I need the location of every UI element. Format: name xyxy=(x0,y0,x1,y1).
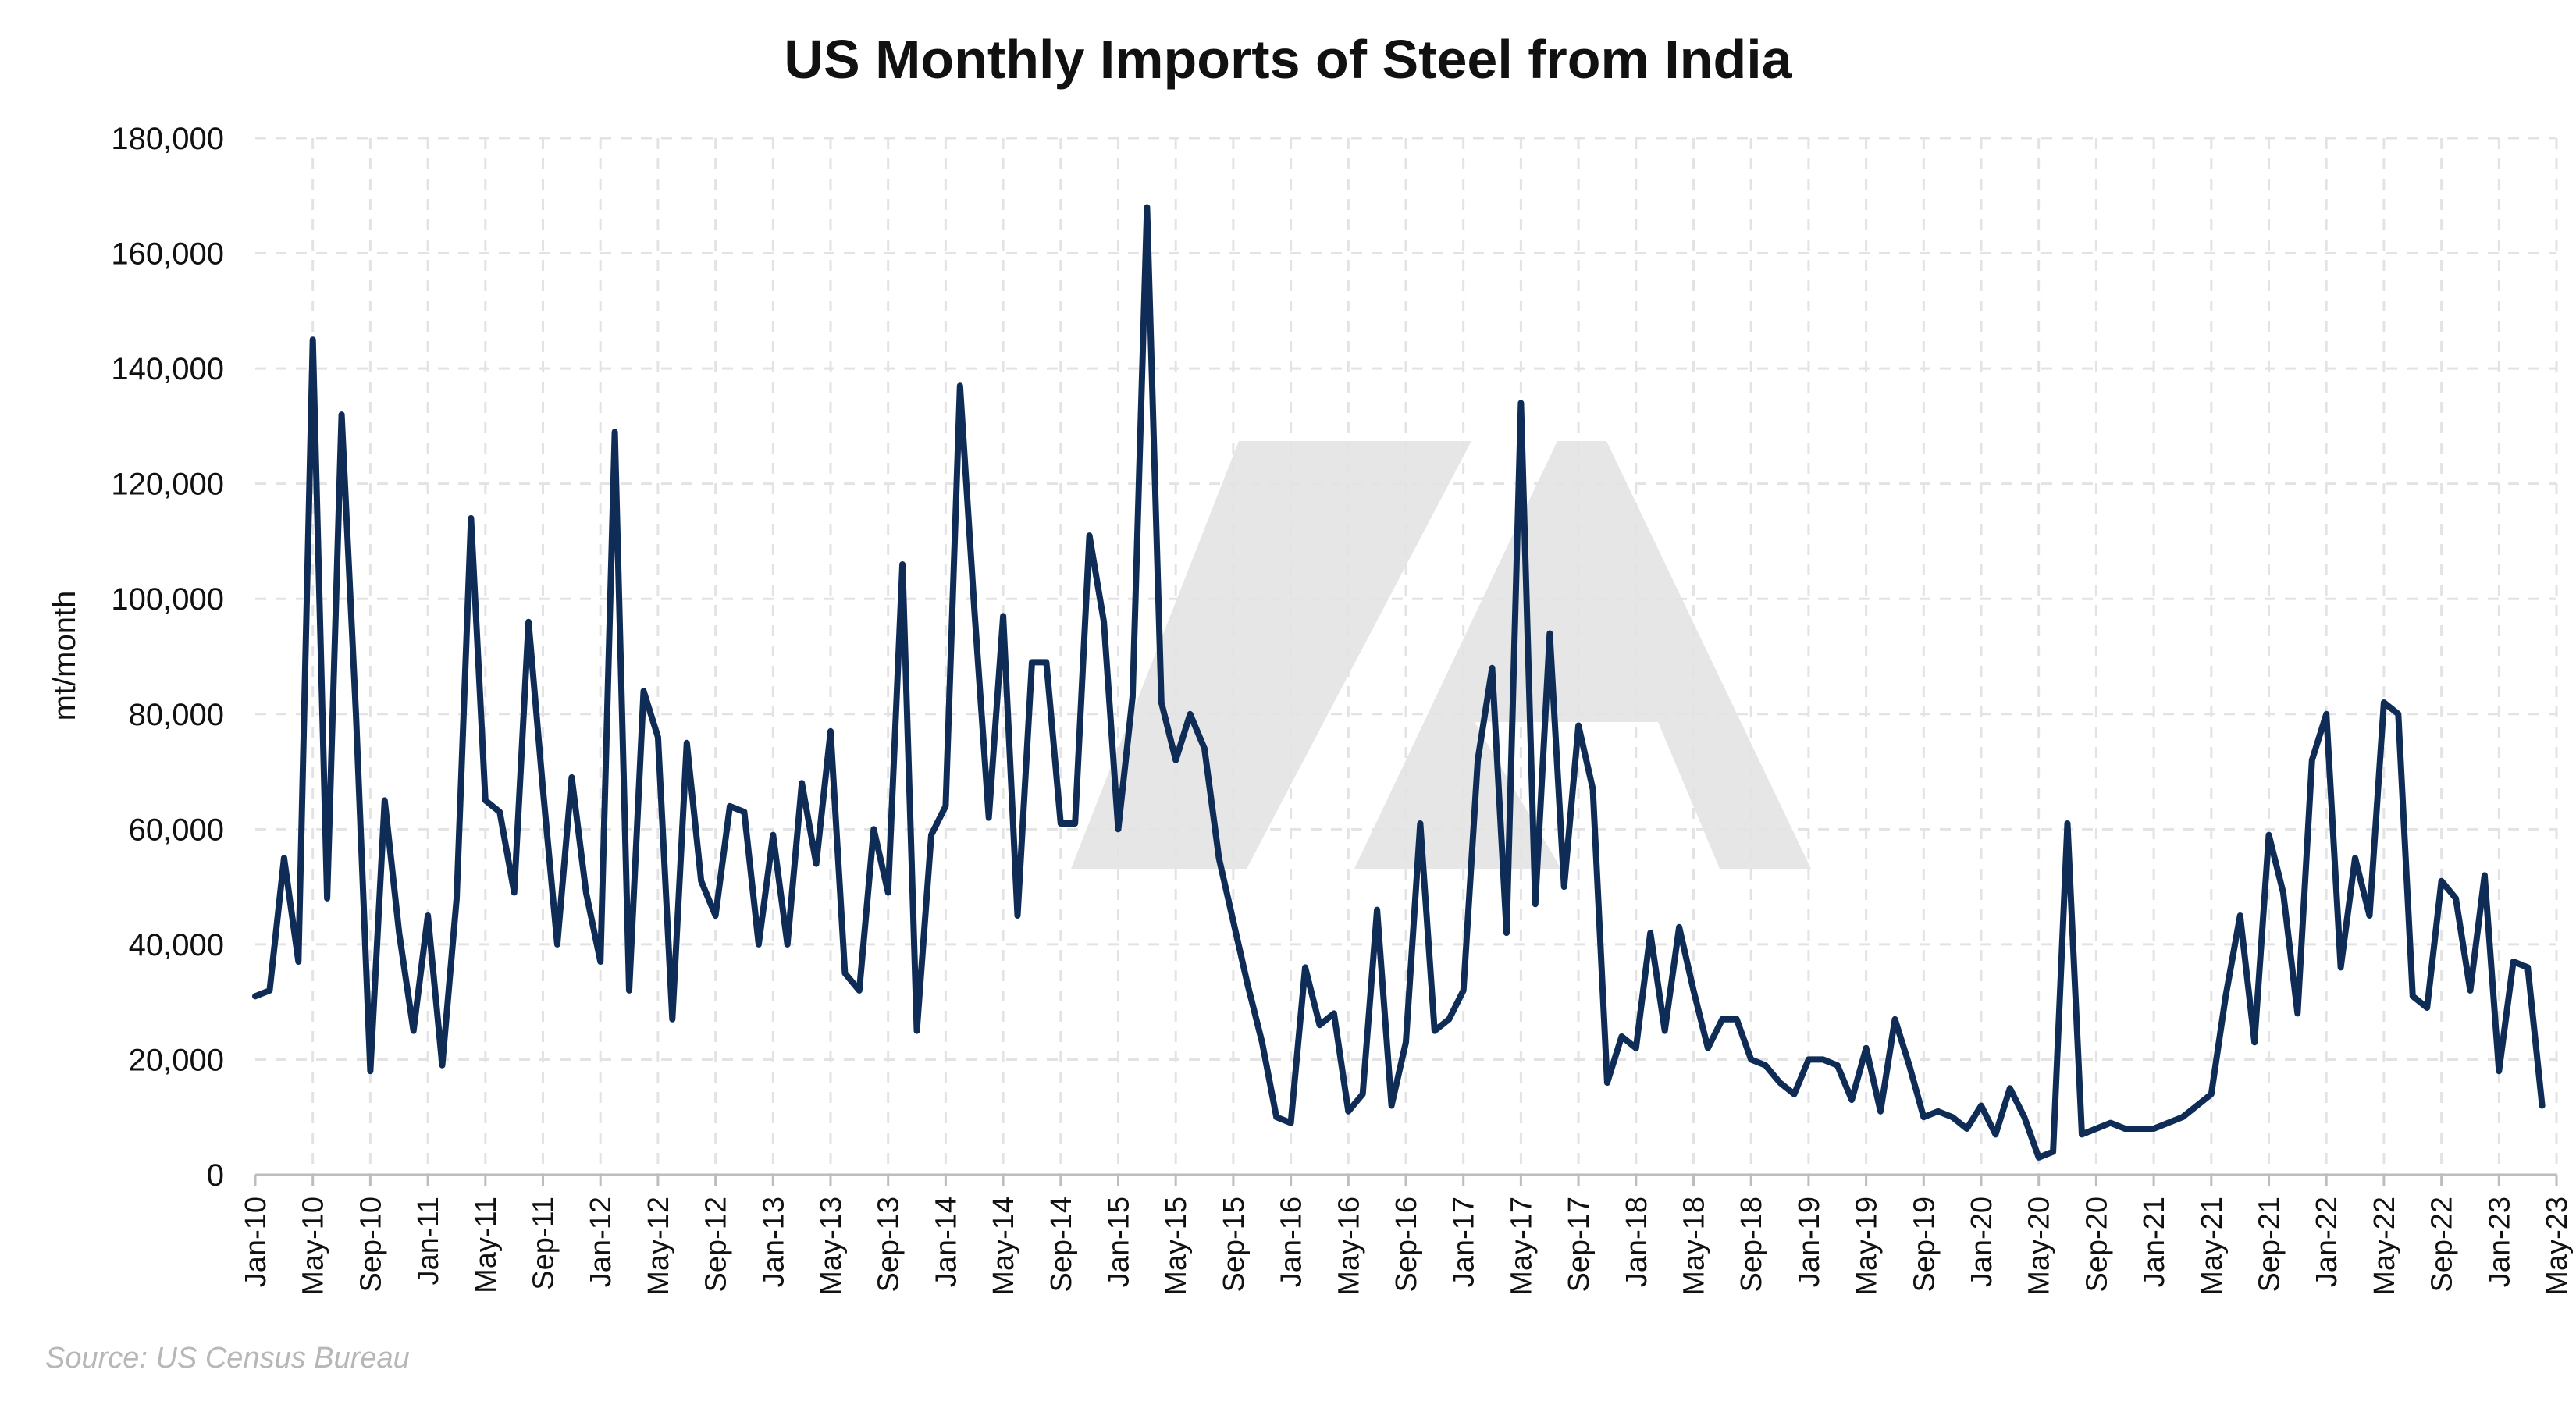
x-tick-label: Jan-20 xyxy=(1966,1197,1998,1287)
y-tick-label: 40,000 xyxy=(129,928,224,962)
y-tick-label: 100,000 xyxy=(111,582,224,617)
series-line xyxy=(252,204,2546,1161)
x-tick-label: Sep-18 xyxy=(1735,1197,1768,1293)
x-tick-label: Sep-22 xyxy=(2426,1197,2459,1293)
x-tick-label: Jan-19 xyxy=(1793,1197,1826,1287)
x-tick-label: May-15 xyxy=(1160,1197,1193,1296)
x-tick-label: Sep-16 xyxy=(1390,1197,1423,1293)
x-tick-label: May-14 xyxy=(987,1197,1020,1296)
chart-title: US Monthly Imports of Steel from India xyxy=(784,29,1792,90)
x-tick-label: May-19 xyxy=(1851,1197,1884,1296)
y-tick-label: 180,000 xyxy=(111,122,224,156)
x-tick-label: May-12 xyxy=(642,1197,675,1296)
watermark-logo xyxy=(841,441,1811,869)
x-tick-label: Sep-12 xyxy=(700,1197,733,1293)
y-tick-label: 20,000 xyxy=(129,1043,224,1077)
x-tick-label: May-20 xyxy=(2023,1197,2056,1296)
x-tick-label: May-10 xyxy=(297,1197,330,1296)
x-tick-label: Jan-23 xyxy=(2483,1197,2516,1287)
x-tick-label: Jan-10 xyxy=(240,1197,272,1287)
x-tick-label: May-23 xyxy=(2541,1197,2574,1296)
x-tick-label: May-22 xyxy=(2368,1197,2401,1296)
x-tick-label: Sep-15 xyxy=(1218,1197,1251,1293)
x-tick-label: Sep-10 xyxy=(354,1197,387,1293)
x-tick-label: May-13 xyxy=(815,1197,848,1296)
y-tick-label: 120,000 xyxy=(111,468,224,502)
x-tick-label: May-17 xyxy=(1505,1197,1538,1296)
x-tick-label: May-11 xyxy=(470,1197,503,1293)
x-tick-label: Sep-20 xyxy=(2080,1197,2113,1293)
series-group xyxy=(252,204,2546,1161)
x-tick-label: Jan-14 xyxy=(930,1197,962,1287)
x-tick-label: Sep-14 xyxy=(1045,1197,1078,1293)
axes xyxy=(254,1173,2558,1186)
y-tick-labels: 0 20,000 40,000 60,000 80,000 100,000 120,000 1… xyxy=(111,122,224,1193)
x-tick-label: Jan-17 xyxy=(1448,1197,1481,1287)
x-tick-label: Jan-22 xyxy=(2311,1197,2343,1287)
x-tick-label: Jan-13 xyxy=(757,1197,790,1287)
x-tick-label: May-21 xyxy=(2196,1197,2229,1296)
x-tick-label: Sep-19 xyxy=(1908,1197,1941,1293)
y-tick-label: 140,000 xyxy=(111,352,224,386)
x-tick-label: Jan-15 xyxy=(1103,1197,1136,1287)
y-tick-label: 80,000 xyxy=(129,698,224,732)
x-tick-labels: Jan-10 May-10 Sep-10 Jan-11 May-11 Sep-11 Jan-… xyxy=(240,1197,2574,1296)
x-tick-label: Sep-13 xyxy=(873,1197,906,1293)
x-tick-label: Jan-21 xyxy=(2138,1197,2171,1287)
x-tick-label: Jan-18 xyxy=(1621,1197,1653,1287)
y-tick-label: 60,000 xyxy=(129,813,224,847)
x-tick-label: Sep-11 xyxy=(528,1197,560,1290)
grid-lines xyxy=(255,137,2558,1175)
y-tick-label: 160,000 xyxy=(111,237,224,272)
x-tick-label: Jan-11 xyxy=(412,1197,445,1285)
source-note: Source: US Census Bureau xyxy=(45,1342,410,1375)
x-tick-label: Jan-12 xyxy=(585,1197,617,1287)
y-axis-label: mt/month xyxy=(48,591,82,721)
y-tick-label: 0 xyxy=(207,1158,224,1193)
x-tick-label: May-18 xyxy=(1678,1197,1711,1296)
x-tick-label: Sep-17 xyxy=(1563,1197,1596,1293)
x-tick-label: Sep-21 xyxy=(2254,1197,2286,1293)
x-tick-label: May-16 xyxy=(1332,1197,1365,1296)
x-tick-label: Jan-16 xyxy=(1276,1197,1308,1287)
